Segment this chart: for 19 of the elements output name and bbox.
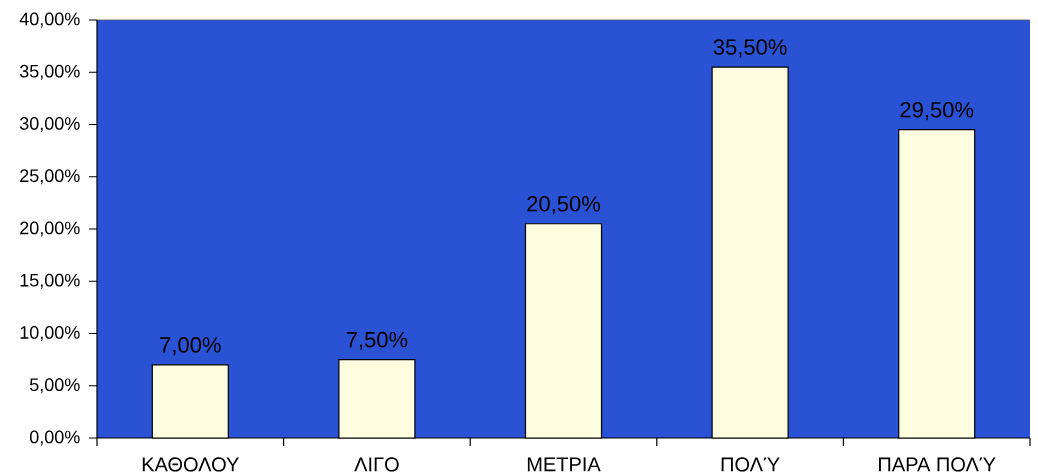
data-label: 29,50% [900,101,974,121]
data-label: 7,00% [160,337,221,356]
y-tick-label: 40,00% [19,12,80,28]
y-tick-label: 25,00% [20,169,80,185]
data-label: 35,50% [713,39,787,58]
data-label: 7,50% [346,331,408,351]
y-tick-label: 10,00% [20,326,80,341]
y-tick-label: 35,00% [19,64,80,80]
x-tick-label: ΠΑΡΑ ΠΟΛΎ [879,457,996,472]
x-tick-label: ΚΑΘΟΛΟΥ [142,457,239,472]
y-tick-label: 30,00% [19,117,80,132]
y-tick-label: 5,00% [29,378,80,394]
data-label: 20,50% [527,195,601,215]
y-tick-label: 15,00% [20,273,80,289]
x-tick-label: ΜΕΤΡΙΑ [527,457,601,472]
y-tick-label: 0,00% [29,430,80,446]
x-tick-label: ΛΙΓΟ [354,457,399,472]
x-tick-label: ΠΟΛΎ [721,457,780,472]
y-tick-label: 20,00% [20,221,80,237]
